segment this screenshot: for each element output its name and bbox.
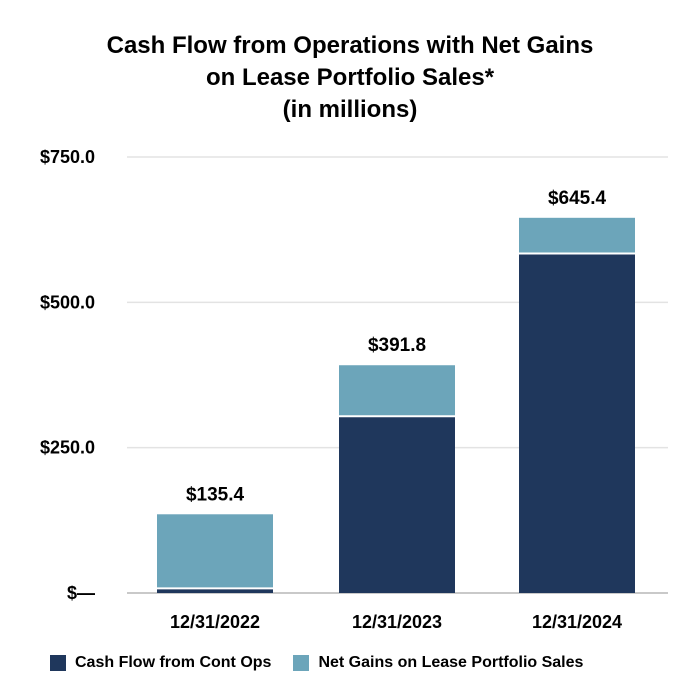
total-data-label: $135.4 [186,484,245,505]
bar-segment-net-gains [157,514,273,589]
legend-swatch-cash-flow [50,655,66,671]
x-axis-tick-labels: 12/31/2022 12/31/2023 12/31/2024 [170,612,622,632]
y-tick-label: $250.0 [40,438,95,458]
y-tick-label: $750.0 [40,147,95,167]
y-axis-tick-labels: $— $250.0 $500.0 $750.0 [40,147,95,603]
chart-title-line-3: (in millions) [282,96,418,123]
legend-item-cash-flow: Cash Flow from Cont Ops [50,654,271,672]
chart-title-line-1: Cash Flow from Operations with Net Gains [106,32,594,59]
x-tick-label: 12/31/2022 [170,612,260,632]
x-tick-label: 12/31/2023 [352,612,442,632]
legend-label-cash-flow: Cash Flow from Cont Ops [75,654,272,671]
bars [157,217,635,593]
legend: Cash Flow from Cont Ops Net Gains on Lea… [50,652,605,674]
total-data-label: $645.4 [548,188,607,209]
chart-title: Cash Flow from Operations with Net Gains… [0,30,700,126]
legend-label-net-gains: Net Gains on Lease Portfolio Sales [318,654,584,671]
total-data-label: $391.8 [368,335,426,356]
bar-segment-cash-flow [519,253,635,593]
legend-item-net-gains: Net Gains on Lease Portfolio Sales [293,654,583,672]
chart-title-line-2: on Lease Portfolio Sales* [205,64,495,91]
bar-segment-net-gains [519,217,635,254]
total-data-labels: $135.4 $391.8 $645.4 [186,188,607,505]
y-tick-label: $500.0 [40,292,95,312]
bar-segment-cash-flow [339,416,455,593]
bar-segment-cash-flow [157,588,273,593]
x-tick-label: 12/31/2024 [532,612,622,632]
y-tick-label: $— [67,583,95,603]
bar-segment-net-gains [339,365,455,417]
legend-swatch-net-gains [293,655,310,671]
